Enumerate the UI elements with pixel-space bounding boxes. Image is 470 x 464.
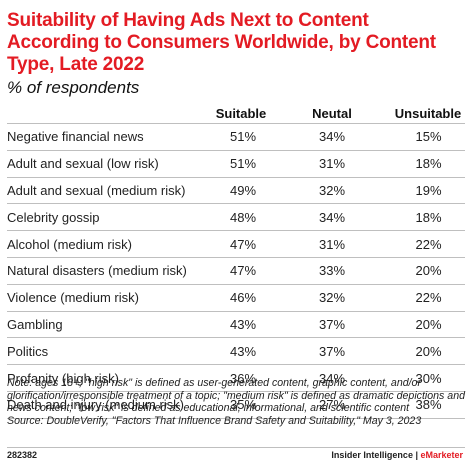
brand-prefix: Insider Intelligence | [331, 450, 421, 460]
spacer [279, 123, 296, 151]
chart-title: Suitability of Having Ads Next to Conten… [7, 10, 436, 75]
table-row: Celebrity gossip 48% 34% 18% [7, 203, 465, 231]
value-unsuitable: 20% [392, 256, 465, 285]
spacer [279, 256, 296, 285]
row-label: Death and injury (medium risk) [7, 390, 207, 419]
value-unsuitable: 18% [392, 149, 465, 178]
value-suitable: 46% [207, 283, 279, 312]
spacer [279, 310, 296, 338]
column-header-unsuitable: Unsuitable [394, 106, 462, 121]
spacer [368, 310, 392, 338]
spacer [279, 364, 296, 392]
row-label: Violence (medium risk) [7, 283, 207, 312]
spacer [279, 149, 296, 178]
value-neutal: 34% [296, 203, 368, 231]
value-suitable: 51% [207, 149, 279, 178]
spacer [368, 203, 392, 231]
table-row: Gambling 43% 37% 20% [7, 310, 465, 338]
value-suitable: 48% [207, 203, 279, 231]
note-text: Note: ages 18+; "high risk" is defined a… [7, 377, 465, 415]
value-suitable: 51% [207, 123, 279, 151]
row-label: Profanity (high risk) [7, 364, 207, 392]
value-neutal: 37% [296, 337, 368, 365]
source-text: Source: DoubleVerify, "Factors That Infl… [7, 414, 422, 427]
spacer [368, 390, 392, 419]
chart-subtitle: % of respondents [7, 78, 140, 97]
row-label: Alcohol (medium risk) [7, 230, 207, 258]
spacer [279, 337, 296, 365]
value-suitable: 47% [207, 230, 279, 258]
value-neutal: 33% [296, 256, 368, 285]
table-row: Politics 43% 37% 20% [7, 337, 465, 365]
table-body: Negative financial news 51% 34% 15% Adult an… [7, 123, 465, 419]
value-neutal: 32% [296, 176, 368, 204]
row-label: Politics [7, 337, 207, 365]
spacer [279, 230, 296, 258]
value-unsuitable: 30% [392, 364, 465, 392]
value-neutal: 32% [296, 283, 368, 312]
spacer [279, 283, 296, 312]
value-suitable: 43% [207, 337, 279, 365]
value-suitable: 36% [207, 364, 279, 392]
spacer [368, 123, 392, 151]
spacer [368, 230, 392, 258]
chart-notes: Note: ages 18+; "high risk" is defined a… [7, 377, 465, 427]
row-label: Negative financial news [7, 123, 207, 151]
row-label: Celebrity gossip [7, 203, 207, 231]
table-row: Adult and sexual (medium risk) 49% 32% 19% [7, 176, 465, 204]
value-suitable: 49% [207, 176, 279, 204]
value-neutal: 34% [296, 364, 368, 392]
table-row: Negative financial news 51% 34% 15% [7, 123, 465, 151]
spacer [368, 176, 392, 204]
spacer [368, 256, 392, 285]
column-header-neutal: Neutal [312, 106, 352, 121]
value-unsuitable: 20% [392, 337, 465, 365]
value-suitable: 35% [207, 390, 279, 419]
brand-credit: Insider Intelligence | eMarketer [331, 450, 463, 460]
spacer [279, 390, 296, 419]
value-unsuitable: 19% [392, 176, 465, 204]
data-table: Negative financial news 51% 34% 15% Adult an… [7, 123, 465, 419]
row-label: Adult and sexual (low risk) [7, 149, 207, 178]
chart-id: 282382 [7, 450, 38, 460]
table-row: Death and injury (medium risk) 35% 27% 38% [7, 390, 465, 419]
spacer [368, 337, 392, 365]
value-unsuitable: 38% [392, 390, 465, 419]
value-neutal: 31% [296, 230, 368, 258]
value-neutal: 34% [296, 123, 368, 151]
table-row: Alcohol (medium risk) 47% 31% 22% [7, 230, 465, 258]
value-unsuitable: 20% [392, 310, 465, 338]
row-label: Natural disasters (medium risk) [7, 256, 207, 285]
spacer [368, 149, 392, 178]
brand-accent: eMarketer [420, 450, 463, 460]
table-row: Adult and sexual (low risk) 51% 31% 18% [7, 149, 465, 178]
value-suitable: 47% [207, 256, 279, 285]
row-label: Gambling [7, 310, 207, 338]
table-row: Natural disasters (medium risk) 47% 33% 20% [7, 256, 465, 285]
value-suitable: 43% [207, 310, 279, 338]
value-unsuitable: 22% [392, 283, 465, 312]
column-header-suitable: Suitable [215, 106, 267, 121]
spacer [279, 203, 296, 231]
footer-divider [7, 447, 465, 448]
value-neutal: 31% [296, 149, 368, 178]
table-row: Profanity (high risk) 36% 34% 30% [7, 364, 465, 392]
value-unsuitable: 18% [392, 203, 465, 231]
value-unsuitable: 22% [392, 230, 465, 258]
spacer [279, 176, 296, 204]
value-neutal: 37% [296, 310, 368, 338]
row-label: Adult and sexual (medium risk) [7, 176, 207, 204]
value-unsuitable: 15% [392, 123, 465, 151]
spacer [368, 283, 392, 312]
table-row: Violence (medium risk) 46% 32% 22% [7, 283, 465, 312]
value-neutal: 27% [296, 390, 368, 419]
spacer [368, 364, 392, 392]
